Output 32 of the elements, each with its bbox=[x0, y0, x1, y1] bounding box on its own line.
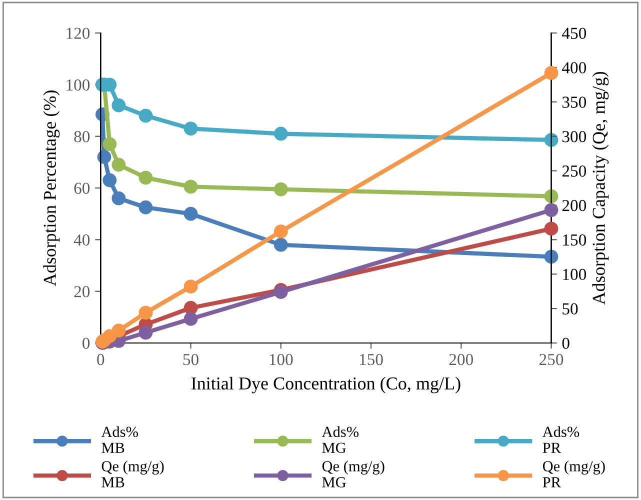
x-tick-label: 0 bbox=[97, 354, 104, 366]
legend-label: Ads% PR bbox=[542, 426, 580, 453]
y-tick-label: 20 bbox=[74, 286, 90, 298]
y-tick-label: 40 bbox=[74, 234, 90, 246]
y2-tick-label: 300 bbox=[562, 131, 586, 142]
x-axis-title: Initial Dye Concentration (Co, mg/L) bbox=[191, 376, 460, 394]
x-tick-label: 50 bbox=[183, 354, 198, 366]
y2-tick-label: 0 bbox=[562, 338, 570, 349]
y2-tick-label: 50 bbox=[562, 303, 578, 314]
y-tick-label: 120 bbox=[66, 28, 90, 39]
y2-axis-title: Adsorption Capacity (Qe, mg/g) bbox=[592, 72, 609, 305]
x-tick-label: 250 bbox=[539, 354, 564, 366]
y-tick-label: 0 bbox=[82, 338, 90, 349]
x-tick-label: 150 bbox=[360, 354, 383, 366]
y2-tick-label: 400 bbox=[562, 62, 586, 74]
y2-tick-label: 100 bbox=[563, 268, 586, 280]
y-tick-label: 80 bbox=[74, 131, 90, 142]
y2-tick-label: 250 bbox=[562, 165, 586, 177]
x-tick-label: 100 bbox=[270, 354, 293, 366]
legend-label: Ads% MB bbox=[101, 426, 138, 453]
y-axis-title: Adsorption Percentage (%) bbox=[43, 90, 60, 286]
y-tick-label: 60 bbox=[74, 182, 90, 194]
legend-label: Qe (mg/g) MG bbox=[322, 460, 384, 488]
y2-tick-label: 150 bbox=[563, 234, 586, 246]
legend-label: Ads% MG bbox=[322, 426, 359, 453]
legend-label: Qe (mg/g) MB bbox=[102, 460, 164, 488]
y2-tick-label: 350 bbox=[562, 96, 586, 108]
legend-label: Qe (mg/g) PR bbox=[542, 460, 605, 488]
x-tick-label: 200 bbox=[449, 354, 473, 366]
y2-tick-label: 200 bbox=[562, 200, 586, 212]
y-tick-label: 100 bbox=[66, 79, 90, 91]
y2-tick-label: 450 bbox=[562, 28, 586, 39]
